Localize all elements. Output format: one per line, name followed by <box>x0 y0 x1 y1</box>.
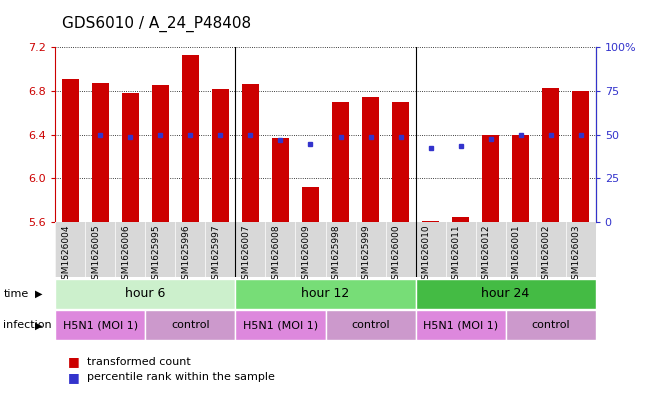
Bar <box>212 89 229 222</box>
Text: GDS6010 / A_24_P48408: GDS6010 / A_24_P48408 <box>62 16 251 32</box>
Text: GSM1626001: GSM1626001 <box>512 225 521 285</box>
Text: transformed count: transformed count <box>87 356 190 367</box>
Text: GSM1626004: GSM1626004 <box>61 225 70 285</box>
Text: GSM1626011: GSM1626011 <box>452 225 461 285</box>
Bar <box>542 88 559 222</box>
Text: GSM1626009: GSM1626009 <box>301 225 311 285</box>
Text: GSM1626003: GSM1626003 <box>572 225 581 285</box>
Text: hour 12: hour 12 <box>301 287 350 300</box>
Text: GSM1625998: GSM1625998 <box>331 225 340 285</box>
Text: GSM1625999: GSM1625999 <box>361 225 370 285</box>
Text: control: control <box>352 320 390 330</box>
Text: ▶: ▶ <box>35 289 42 299</box>
Bar <box>92 83 109 222</box>
Text: GSM1626012: GSM1626012 <box>482 225 491 285</box>
Text: hour 24: hour 24 <box>482 287 530 300</box>
Bar <box>122 93 139 222</box>
Bar <box>55 310 145 340</box>
Text: control: control <box>171 320 210 330</box>
Bar <box>182 55 199 222</box>
Bar <box>452 217 469 222</box>
Bar <box>145 310 236 340</box>
Text: GSM1625996: GSM1625996 <box>182 225 191 285</box>
Text: H5N1 (MOI 1): H5N1 (MOI 1) <box>62 320 138 330</box>
Bar <box>415 310 506 340</box>
Text: GSM1626008: GSM1626008 <box>271 225 281 285</box>
Bar <box>415 279 596 309</box>
Bar <box>512 134 529 222</box>
Text: H5N1 (MOI 1): H5N1 (MOI 1) <box>243 320 318 330</box>
Text: GSM1626000: GSM1626000 <box>391 225 400 285</box>
Text: GSM1626006: GSM1626006 <box>121 225 130 285</box>
Bar <box>272 138 289 222</box>
Bar <box>302 187 319 222</box>
Bar <box>572 91 589 222</box>
Bar <box>362 97 379 222</box>
Text: ■: ■ <box>68 355 80 368</box>
Text: hour 6: hour 6 <box>125 287 165 300</box>
Text: percentile rank within the sample: percentile rank within the sample <box>87 372 275 382</box>
Bar <box>393 102 409 222</box>
Bar <box>55 279 236 309</box>
Text: GSM1625995: GSM1625995 <box>152 225 160 285</box>
Text: ■: ■ <box>68 371 80 384</box>
Text: GSM1626007: GSM1626007 <box>242 225 251 285</box>
Bar <box>242 84 258 222</box>
Text: H5N1 (MOI 1): H5N1 (MOI 1) <box>423 320 498 330</box>
Bar <box>506 310 596 340</box>
Bar <box>332 102 349 222</box>
Text: ▶: ▶ <box>35 320 42 331</box>
Text: GSM1626010: GSM1626010 <box>422 225 430 285</box>
Text: control: control <box>531 320 570 330</box>
Bar <box>62 79 79 222</box>
Text: GSM1626005: GSM1626005 <box>91 225 100 285</box>
Bar <box>152 85 169 222</box>
Bar <box>236 279 415 309</box>
Text: infection: infection <box>3 320 52 331</box>
Text: GSM1625997: GSM1625997 <box>212 225 221 285</box>
Bar <box>482 134 499 222</box>
Bar <box>326 310 415 340</box>
Bar <box>236 310 326 340</box>
Text: GSM1626002: GSM1626002 <box>542 225 551 285</box>
Bar <box>422 221 439 222</box>
Text: time: time <box>3 289 29 299</box>
